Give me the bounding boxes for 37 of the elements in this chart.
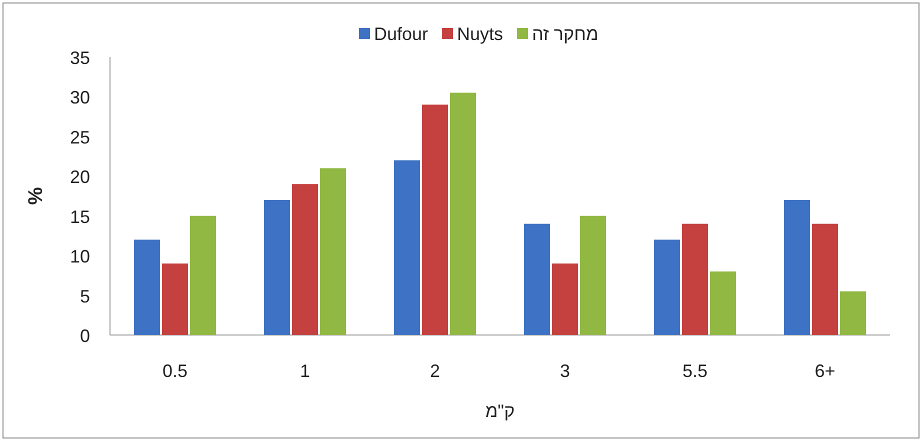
bar	[784, 200, 810, 335]
bar	[710, 271, 736, 335]
y-tick-label: 10	[70, 246, 90, 267]
legend-label: Dufour	[374, 24, 428, 44]
x-tick-label: 1	[300, 361, 310, 381]
y-tick-label: 5	[80, 286, 90, 306]
x-tick-label: 0.5	[162, 361, 188, 381]
bar	[162, 264, 188, 335]
x-tick-label: 2	[430, 361, 440, 381]
bar	[812, 224, 838, 335]
x-tick-label: 3	[560, 361, 570, 381]
bar	[190, 216, 216, 335]
y-tick-label: 30	[70, 88, 90, 108]
bar	[394, 160, 420, 335]
bar	[840, 291, 866, 335]
legend-label: מחקר זה	[532, 24, 598, 44]
x-tick-label: 5.5	[682, 361, 708, 381]
legend-label: Nuyts	[457, 24, 504, 44]
y-tick-label: 15	[70, 206, 90, 227]
bar	[682, 224, 708, 335]
bar	[134, 240, 160, 335]
y-tick-label: 35	[70, 48, 90, 68]
x-axis-title: ק"מ	[485, 401, 515, 421]
y-tick-label: 0	[80, 326, 90, 346]
bar	[450, 92, 476, 335]
bar	[292, 184, 318, 335]
bar	[654, 240, 680, 335]
bar	[524, 224, 550, 335]
y-tick-label: 20	[70, 167, 90, 188]
y-tick-label: 25	[70, 127, 90, 148]
x-tick-label: 6+	[814, 361, 836, 381]
bar	[264, 200, 290, 335]
bar	[580, 216, 606, 335]
bar	[320, 168, 346, 335]
bar	[422, 104, 448, 335]
bar	[552, 264, 578, 335]
y-axis-title: %	[25, 186, 47, 205]
